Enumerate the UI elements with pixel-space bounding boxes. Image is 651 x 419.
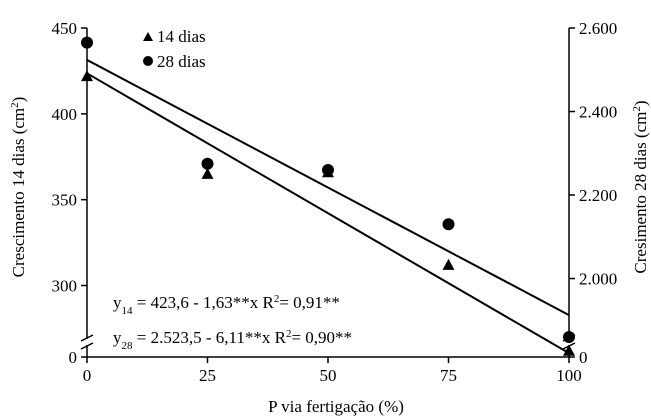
right-y-axis-label: Cresimento 28 dias (cm2)	[631, 100, 650, 273]
left-y-tick-label: 450	[52, 19, 78, 38]
right-y-tick-label: 0	[579, 348, 588, 367]
right-y-tick-label: 2.000	[579, 270, 617, 289]
legend-triangle-marker	[143, 32, 153, 41]
right-y-tick-label: 2.200	[579, 186, 617, 205]
left-axis-break-slash-lower	[80, 342, 94, 350]
legend-label-28-dias: 28 dias	[157, 52, 206, 71]
regression-line-14-dias	[86, 72, 570, 355]
point-28-dias	[563, 331, 575, 343]
x-tick-label: 0	[83, 366, 92, 385]
left-y-tick-label: 0	[69, 348, 78, 367]
regression-lines	[86, 59, 570, 355]
left-y-tick-label: 350	[52, 191, 78, 210]
point-28-dias	[81, 36, 93, 49]
equation-14-dias: y14 = 423,6 - 1,63**x R2= 0,91**	[113, 293, 340, 317]
legend-label-14-dias: 14 dias	[157, 27, 206, 46]
legend: 14 dias 28 dias	[143, 27, 206, 71]
left-y-tick-label: 300	[52, 277, 78, 296]
right-y-tick-label: 2.600	[579, 19, 617, 38]
point-14-dias	[201, 167, 214, 179]
equation-28-dias: y28 = 2.523,5 - 6,11**x R2= 0,90**	[113, 328, 352, 352]
axes-frame	[80, 27, 576, 363]
x-tick-label: 75	[440, 366, 457, 385]
x-tick-label: 50	[320, 366, 337, 385]
left-y-axis-label: Crescimento 14 dias (cm2)	[9, 97, 28, 278]
right-y-tick-label: 2.400	[579, 103, 617, 122]
tick-labels: 0 25 50 75 100030035040045002.0002.2002.4002…	[52, 19, 618, 385]
x-tick-label: 100	[556, 366, 582, 385]
x-tick-label: 25	[199, 366, 216, 385]
x-axis-label: P via fertigação (%)	[268, 397, 404, 416]
point-14-dias	[322, 166, 334, 178]
point-14-dias	[563, 344, 575, 356]
point-28-dias	[201, 157, 214, 170]
left-axis-break-gap	[80, 339, 94, 345]
point-14-dias	[442, 258, 455, 270]
data-markers	[81, 36, 575, 356]
left-axis-break-slash-upper	[80, 334, 94, 342]
legend-circle-marker	[143, 56, 153, 66]
regression-line-28-dias	[86, 59, 570, 316]
point-28-dias	[442, 218, 455, 231]
left-y-tick-label: 400	[52, 105, 78, 124]
point-14-dias	[81, 70, 93, 82]
